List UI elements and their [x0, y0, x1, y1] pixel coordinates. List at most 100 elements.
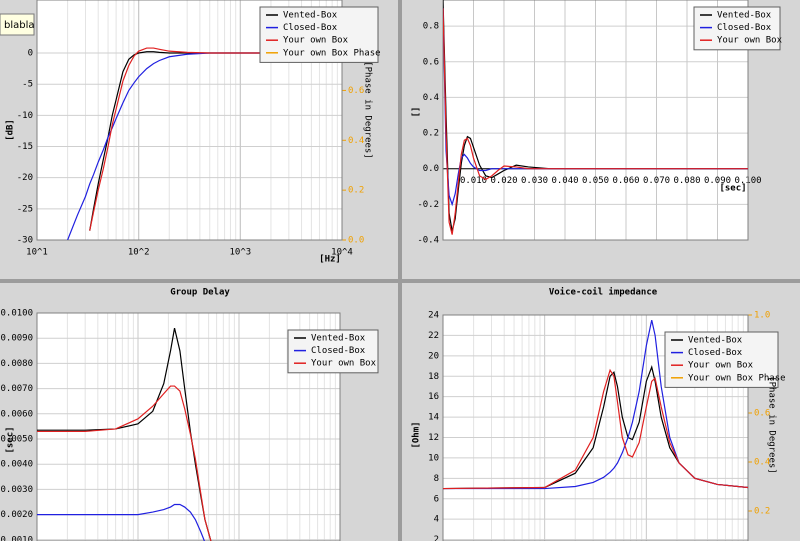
- y-tick-label: 20: [428, 351, 439, 361]
- y-tick-label: 0.4: [423, 93, 439, 103]
- y-tick-label: 0.0040: [0, 460, 33, 470]
- y-tick-label: 18: [428, 372, 439, 382]
- y-tick-label: 0.0: [423, 164, 439, 174]
- series-line: [443, 368, 748, 490]
- legend-label: Vented-Box: [717, 11, 772, 21]
- series-lines: [67, 47, 342, 240]
- legend-label: Vented-Box: [311, 334, 366, 344]
- y-tick-label: 0.0070: [0, 384, 33, 394]
- x-tick-label: 0.040: [551, 176, 578, 186]
- y-tick-label: 4: [434, 515, 439, 525]
- y-tick-label: -5: [22, 80, 33, 90]
- y-tick-label: -30: [17, 236, 33, 246]
- grid: [37, 0, 342, 240]
- y-tick-label: 6: [434, 494, 439, 504]
- legend-label: Vented-Box: [283, 11, 338, 21]
- legend: Vented-Box Closed-Box Your own Box: [287, 329, 379, 374]
- series-line: [443, 8, 748, 235]
- legend-box: [664, 331, 779, 388]
- x-axis-label: [Hz]: [319, 255, 341, 265]
- y-tick-label: 12: [428, 433, 439, 443]
- y-tick-label: 0.0080: [0, 359, 33, 369]
- legend: Vented-Box Closed-Box Your own Box Your own…: [259, 6, 381, 63]
- y-axis-label: [dB]: [6, 119, 16, 141]
- series-line: [67, 52, 342, 240]
- y-tick-label: 24: [428, 311, 439, 321]
- x-tick-label: 0.030: [521, 176, 548, 186]
- legend: Vented-Box Closed-Box Your own Box: [693, 6, 783, 51]
- legend-box: [693, 6, 781, 51]
- y-tick-label: 10: [428, 453, 439, 463]
- series-lines: [443, 319, 748, 490]
- legend-box: [287, 329, 379, 374]
- legend-label: Your own Box: [717, 36, 783, 46]
- series-line: [89, 47, 342, 231]
- x-tick-label: 0.010: [460, 176, 487, 186]
- x-axis-label: [sec]: [719, 184, 746, 194]
- y2-tick-label: 0.4: [348, 136, 364, 146]
- y-tick-label: -10: [17, 111, 33, 121]
- legend-label: Your own Box: [283, 36, 349, 46]
- x-tick-label: 0.050: [582, 176, 609, 186]
- y-tick-label: 16: [428, 392, 439, 402]
- series-lines: [37, 327, 212, 541]
- y-tick-label: 14: [428, 413, 439, 423]
- plot-frame: [36, 0, 343, 241]
- legend-label: Your own Box: [311, 359, 377, 369]
- legend: Vented-Box Closed-Box Your own Box Your own…: [664, 331, 786, 388]
- tooltip-box: [0, 13, 35, 36]
- legend-label: Closed-Box: [283, 23, 338, 33]
- legend-label: Your own Box: [688, 361, 754, 371]
- y-tick-label: 0.0050: [0, 435, 33, 445]
- plot-frame: [36, 312, 341, 541]
- y-tick-label: 0: [28, 49, 33, 59]
- y-tick-label: 0.2: [423, 129, 439, 139]
- tooltip-text: blabla: [4, 20, 35, 31]
- y-tick-label: 0.0060: [0, 409, 33, 419]
- chart: -30 -25 -20 -15 -10 -5 0 10^1 10^2 10^3 10^4 0.0 0.2…: [6, 0, 381, 265]
- y2-tick-label: 0.4: [754, 458, 770, 468]
- y-tick-label: -0.4: [417, 236, 439, 246]
- y-tick-label: 0.0010: [0, 535, 33, 541]
- y-tick-label: 2: [434, 535, 439, 541]
- y-tick-label: -25: [17, 204, 33, 214]
- x-tick-label: 10^4: [331, 248, 353, 258]
- y-axis-label: [sec]: [6, 426, 16, 453]
- x-tick-label: 0.080: [673, 176, 700, 186]
- legend-label: Closed-Box: [311, 346, 366, 356]
- y-tick-label: 0.8: [423, 22, 439, 32]
- legend-label: Your own Box Phase: [283, 48, 381, 58]
- y-tick-label: 0.6: [423, 57, 439, 67]
- y2-tick-label: 0.0: [348, 236, 364, 246]
- plot-frame: [442, 0, 749, 241]
- x-tick-label: 0.060: [612, 176, 639, 186]
- y-tick-label: -0.2: [417, 200, 439, 210]
- chart: -0.4-0.20.00.20.40.60.80.010 0.020 0.030 0.…: [412, 0, 783, 246]
- y-tick-label: -20: [17, 173, 33, 183]
- y-tick-label: 0.0090: [0, 334, 33, 344]
- y-tick-label: 8: [434, 474, 439, 484]
- chart: 246810121416182022240.20.40.60.81.0Vente…: [412, 287, 786, 541]
- legend-box: [259, 6, 379, 63]
- y-axis-label: []: [412, 107, 422, 118]
- y2-tick-label: 0.6: [348, 86, 364, 96]
- x-tick-label: 0.090: [704, 176, 731, 186]
- series-line: [443, 365, 748, 490]
- y2-axis-label: [Phase in Degrees]: [767, 376, 777, 474]
- y2-tick-label: 0.2: [754, 507, 770, 517]
- y-tick-label: 22: [428, 331, 439, 341]
- x-tick-label: 10^3: [229, 248, 251, 258]
- y-axis-label: [Ohm]: [412, 421, 422, 448]
- tooltip: blabla: [0, 13, 35, 36]
- y2-tick-label: 0.2: [348, 186, 364, 196]
- y-tick-label: 0.0030: [0, 485, 33, 495]
- series-line: [443, 319, 748, 490]
- legend-label: Closed-Box: [717, 23, 772, 33]
- y-tick-label: 0.0020: [0, 510, 33, 520]
- chart-title: Voice-coil impedance: [549, 287, 658, 298]
- x-tick-label: 10^1: [26, 248, 48, 258]
- y2-tick-label: 0.6: [754, 409, 770, 419]
